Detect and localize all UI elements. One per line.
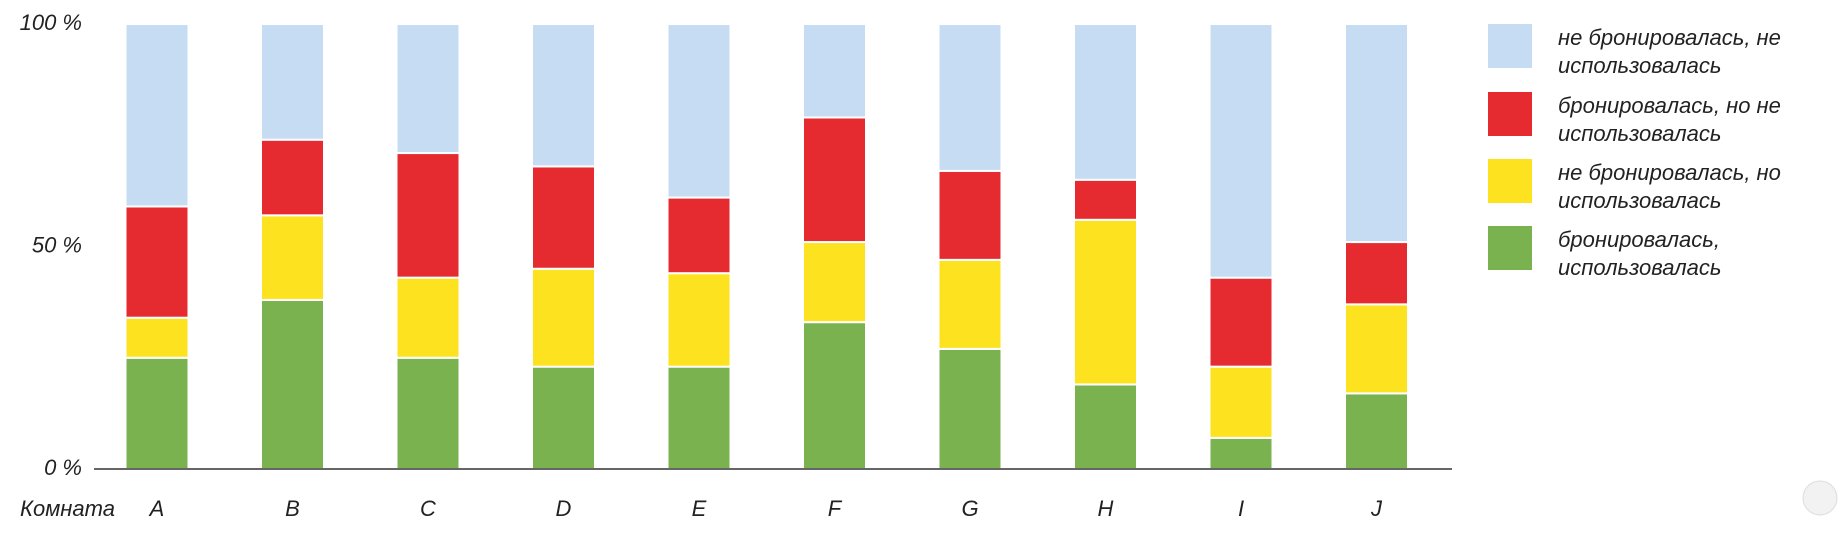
y-tick-label: 0 % — [44, 455, 82, 480]
legend-swatch — [1488, 24, 1532, 68]
bar-segment — [802, 241, 867, 324]
bar-segment — [260, 298, 325, 470]
bar-segment — [531, 23, 596, 168]
bar-segment — [124, 205, 190, 319]
legend-label: бронировалась, но не использовалась — [1558, 93, 1781, 146]
bar-segment — [802, 116, 867, 244]
bar-segment — [1073, 218, 1138, 386]
bar-segment — [395, 152, 461, 279]
bar-segment — [260, 23, 325, 141]
bar-segment — [937, 23, 1003, 172]
bar-segment — [1344, 303, 1409, 395]
bar-segment — [1073, 383, 1138, 471]
legend-label: не бронировалась, не использовалась — [1558, 25, 1781, 78]
bar-segment — [395, 356, 461, 470]
bar-segment — [666, 23, 732, 199]
bar-segment — [260, 138, 325, 217]
bar-segment — [666, 196, 732, 275]
bar-segment — [395, 276, 461, 359]
legend-label: не бронировалась, но использовалась — [1558, 160, 1781, 213]
bar-segment — [666, 272, 732, 368]
y-tick-label: 50 % — [32, 232, 82, 257]
legend-label: бронировалась, использовалась — [1558, 227, 1722, 280]
x-tick-label: C — [420, 496, 436, 521]
bar-segment — [124, 23, 190, 208]
legend-swatch — [1488, 226, 1532, 270]
bar-segment — [124, 356, 190, 470]
x-axis-label: Комната — [20, 496, 115, 521]
bar-segment — [937, 258, 1003, 350]
legend-swatch — [1488, 159, 1532, 203]
legend-item: бронировалась, но не использовалась — [1488, 92, 1818, 148]
bar-segment — [260, 214, 325, 301]
bar-segment — [802, 321, 867, 470]
bar-segment — [531, 365, 596, 470]
bar-segment — [1208, 365, 1274, 439]
bar-segment — [937, 347, 1003, 471]
bar-segment — [1208, 436, 1274, 471]
legend-swatch — [1488, 92, 1532, 136]
bar-segment — [1344, 392, 1409, 471]
x-tick-label: A — [148, 496, 165, 521]
bar-segment — [937, 169, 1003, 261]
bar-segment — [1073, 178, 1138, 221]
bar-segment — [1344, 241, 1409, 306]
x-tick-label: E — [692, 496, 707, 521]
bar-segment — [1073, 23, 1138, 181]
x-tick-label: I — [1238, 496, 1244, 521]
legend-item: не бронировалась, но использовалась — [1488, 159, 1818, 215]
bar-segment — [1344, 23, 1409, 244]
x-tick-label: F — [828, 496, 843, 521]
bar-segment — [1208, 276, 1274, 368]
y-tick-label: 100 % — [20, 10, 82, 35]
x-tick-label: D — [556, 496, 572, 521]
x-tick-label: J — [1370, 496, 1383, 521]
bar-segment — [531, 267, 596, 368]
bar-segment — [666, 365, 732, 470]
bar-segment — [802, 23, 867, 119]
bar-segment — [1208, 23, 1274, 279]
x-tick-label: B — [285, 496, 300, 521]
legend-item: бронировалась, использовалась — [1488, 226, 1818, 282]
collapse-button[interactable] — [1802, 480, 1838, 516]
bar-segment — [395, 23, 461, 155]
bar-segment — [531, 165, 596, 270]
x-tick-label: G — [961, 496, 978, 521]
legend-item: не бронировалась, не использовалась — [1488, 24, 1818, 80]
x-tick-label: H — [1098, 496, 1114, 521]
bar-segment — [124, 316, 190, 359]
